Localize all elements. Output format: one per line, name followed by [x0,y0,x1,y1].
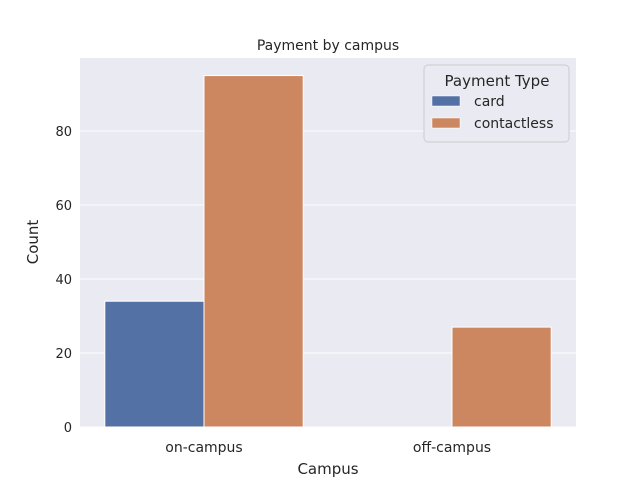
y-tick-label: 20 [55,347,72,362]
legend: Payment Type card contactless [423,64,570,143]
legend-label-card: card [474,94,505,110]
x-tick-labels: on-campus off-campus [165,440,491,456]
y-tick-label: 80 [55,125,72,140]
y-tick-label: 60 [55,199,72,214]
x-tick-label: off-campus [413,440,491,456]
legend-title: Payment Type [445,72,550,90]
x-tick-label: on-campus [165,440,242,456]
bars [104,75,552,428]
y-tick-label: 0 [64,421,72,436]
legend-swatch-card [431,95,461,107]
legend-swatch-contactless [431,117,461,129]
chart-title: Payment by campus [257,38,399,54]
bar-contactless-on-campus [203,75,304,428]
y-tick-label: 40 [55,273,72,288]
legend-label-contactless: contactless [474,116,553,132]
x-axis-label: Campus [297,460,358,478]
bar-contactless-off-campus [451,326,552,428]
bar-card-on-campus [104,300,205,428]
y-axis-label: Count [24,220,42,265]
y-tick-labels: 0 20 40 60 80 [55,125,72,436]
